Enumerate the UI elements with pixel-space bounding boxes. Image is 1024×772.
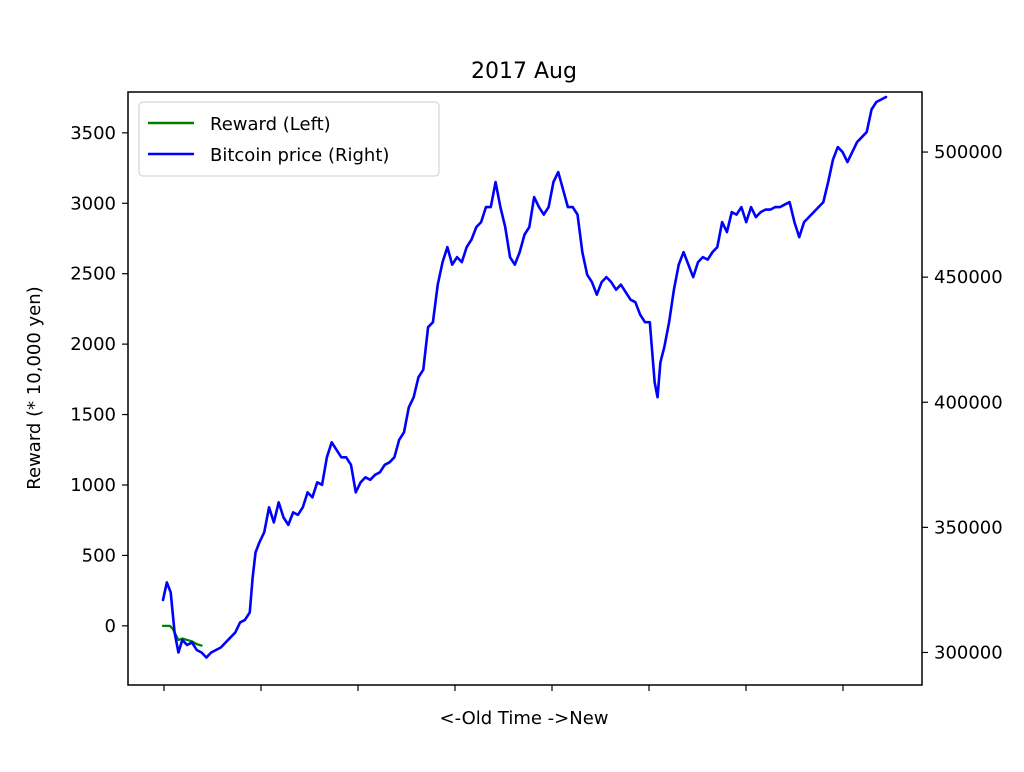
left-y-tick-label: 2500	[70, 264, 116, 285]
right-y-tick-label: 300000	[934, 642, 1003, 663]
legend: Reward (Left) Bitcoin price (Right)	[138, 101, 440, 177]
right-y-tick-label: 350000	[934, 517, 1003, 538]
right-y-tick-label: 500000	[934, 142, 1003, 163]
right-y-tick-label: 450000	[934, 267, 1003, 288]
plot-frame	[127, 91, 923, 686]
left-y-tick-label: 3500	[70, 123, 116, 144]
x-axis-label: <-Old Time ->New	[439, 708, 608, 729]
right-y-tick-label: 400000	[934, 392, 1003, 413]
legend-label-bitcoin: Bitcoin price (Right)	[210, 145, 389, 166]
left-y-tick-label: 2000	[70, 334, 116, 355]
left-y-tick-label: 500	[82, 545, 116, 566]
left-y-tick-label: 1500	[70, 405, 116, 426]
legend-box	[138, 101, 440, 177]
legend-label-reward: Reward (Left)	[210, 114, 331, 135]
bitcoin-price-line	[161, 95, 888, 659]
plot-area	[161, 95, 888, 659]
left-y-tick-label: 1000	[70, 475, 116, 496]
left-y-tick-label: 3000	[70, 193, 116, 214]
y-axis-label-left: Reward (* 10,000 yen)	[24, 286, 45, 489]
reward-line	[161, 624, 203, 647]
chart-title: 2017 Aug	[471, 59, 577, 84]
left-y-tick-label: 0	[105, 616, 116, 637]
